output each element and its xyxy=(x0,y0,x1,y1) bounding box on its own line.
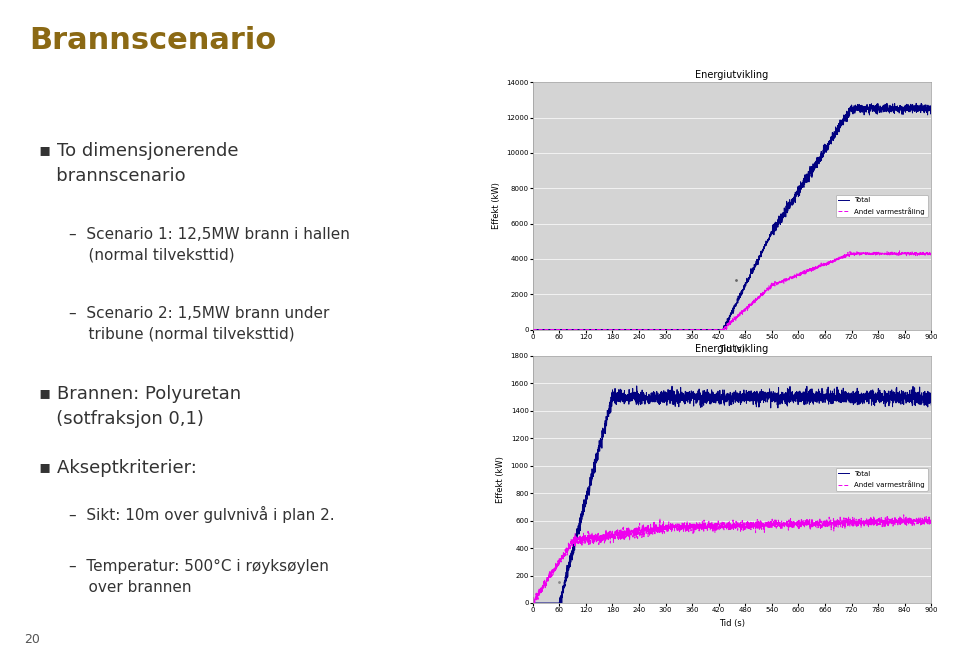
Total xyxy=(596,426,608,434)
Total xyxy=(527,326,539,333)
Andel varmestråling xyxy=(697,521,708,529)
Legend: Total, Andel varmestråling: Total, Andel varmestråling xyxy=(835,194,927,217)
Total xyxy=(925,401,937,409)
Andel varmestråling xyxy=(680,326,691,333)
Total xyxy=(697,387,708,395)
Andel varmestråling xyxy=(717,327,729,335)
Andel varmestråling xyxy=(527,326,539,333)
Andel varmestråling xyxy=(596,536,608,544)
Andel varmestråling xyxy=(898,511,909,519)
Andel varmestråling xyxy=(572,537,584,545)
Total xyxy=(680,326,691,333)
Andel varmestråling xyxy=(918,517,929,525)
Text: ▪ Brannen: Polyuretan
   (sotfraksjon 0,1): ▪ Brannen: Polyuretan (sotfraksjon 0,1) xyxy=(39,385,241,428)
Text: ▪ To dimensjonerende
   brannscenario: ▪ To dimensjonerende brannscenario xyxy=(39,142,239,185)
Andel varmestråling xyxy=(596,326,608,333)
Total xyxy=(527,599,539,607)
Total xyxy=(875,107,886,115)
Total xyxy=(697,326,708,333)
X-axis label: Tid (s): Tid (s) xyxy=(719,619,745,628)
X-axis label: Tid (s): Tid (s) xyxy=(719,345,745,355)
Line: Andel varmestråling: Andel varmestråling xyxy=(533,251,931,331)
Text: ▪ Akseptkriterier:: ▪ Akseptkriterier: xyxy=(39,459,197,476)
Total xyxy=(910,100,922,107)
Andel varmestråling xyxy=(925,519,937,527)
Line: Total: Total xyxy=(533,103,931,330)
Andel varmestråling xyxy=(572,326,584,333)
Text: –  Sikt: 10m over gulvnivå i plan 2.: – Sikt: 10m over gulvnivå i plan 2. xyxy=(69,506,335,523)
Andel varmestråling xyxy=(918,249,929,257)
Andel varmestråling xyxy=(875,517,886,525)
Text: –  Scenario 2: 1,5MW brann under
    tribune (normal tilveksttid): – Scenario 2: 1,5MW brann under tribune … xyxy=(69,306,329,342)
Andel varmestråling xyxy=(680,527,691,535)
Total xyxy=(572,326,584,333)
Total xyxy=(925,105,937,113)
Andel varmestråling xyxy=(925,248,937,256)
Total xyxy=(918,399,929,407)
Text: 20: 20 xyxy=(24,633,40,646)
Text: Brannscenario: Brannscenario xyxy=(29,26,276,55)
Total xyxy=(918,105,929,113)
Total xyxy=(572,525,584,532)
Line: Andel varmestråling: Andel varmestråling xyxy=(533,515,931,606)
Text: –  Temperatur: 500°C i røyksøylen
    over brannen: – Temperatur: 500°C i røyksøylen over br… xyxy=(69,559,329,595)
Andel varmestråling xyxy=(875,250,886,258)
Y-axis label: Effekt (kW): Effekt (kW) xyxy=(492,183,500,229)
Total xyxy=(680,390,691,398)
Total xyxy=(631,382,642,390)
Legend: Total, Andel varmestråling: Total, Andel varmestråling xyxy=(835,468,927,491)
Andel varmestråling xyxy=(527,596,539,604)
Andel varmestråling xyxy=(697,326,708,333)
Line: Total: Total xyxy=(533,386,931,607)
Title: Energiutvikling: Energiutvikling xyxy=(695,344,769,354)
Total xyxy=(555,603,566,611)
Total xyxy=(596,326,608,333)
Andel varmestråling xyxy=(527,602,539,610)
Total xyxy=(875,391,886,399)
Y-axis label: Effekt (kW): Effekt (kW) xyxy=(496,456,505,503)
Text: –  Scenario 1: 12,5MW brann i hallen
    (normal tilveksttid): – Scenario 1: 12,5MW brann i hallen (nor… xyxy=(69,227,350,263)
Title: Energiutvikling: Energiutvikling xyxy=(695,71,769,80)
Andel varmestråling xyxy=(894,247,905,255)
